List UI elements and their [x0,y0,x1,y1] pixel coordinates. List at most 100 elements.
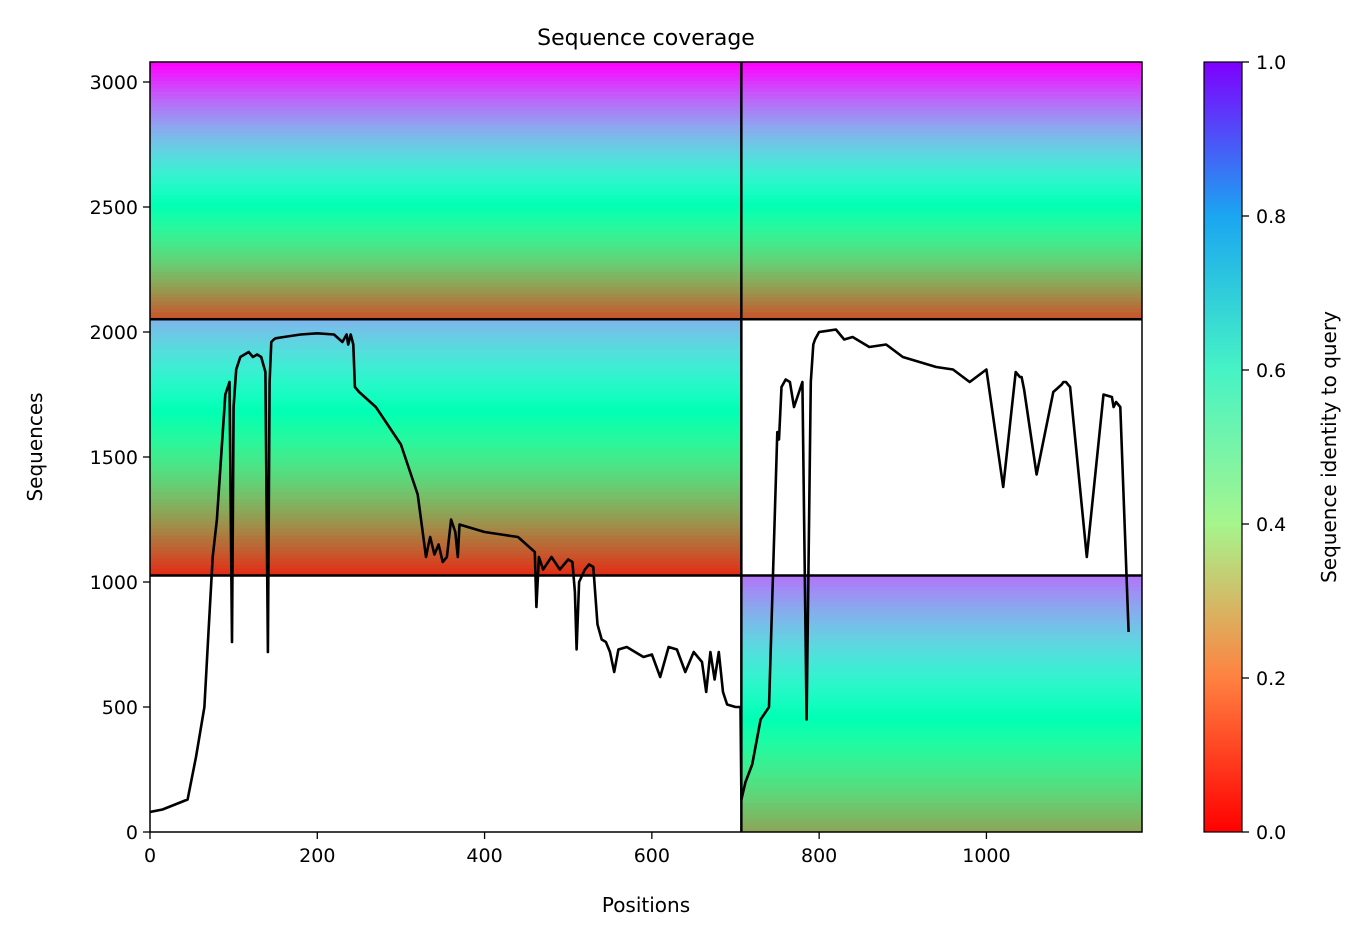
alignment-band [741,164,1142,170]
alignment-band [741,172,1142,177]
alignment-band [150,308,742,313]
alignment-band [741,762,1142,767]
colorbar [1203,61,1243,833]
alignment-band [150,153,742,159]
alignment-band [150,407,742,412]
y-tick-label: 1000 [90,572,138,594]
alignment-band [741,216,1142,221]
alignment-band [741,271,1142,276]
alignment-band [150,454,742,459]
alignment-band [150,370,742,375]
alignment-band [150,194,742,199]
alignment-band [741,139,1142,144]
alignment-band [741,678,1142,683]
alignment-band [150,249,742,254]
alignment-band [150,168,742,173]
alignment-band [741,791,1142,796]
alignment-band [150,267,742,273]
alignment-band [150,62,742,67]
alignment-band [741,648,1142,654]
alignment-band [741,175,1142,181]
alignment-band [150,473,742,478]
alignment-band [150,209,742,214]
alignment-block [741,62,1142,320]
alignment-band [150,289,742,295]
y-tick-label: 2500 [90,197,138,219]
alignment-band [150,87,742,92]
alignment-band [150,322,742,328]
alignment-band [741,652,1142,657]
alignment-band [741,575,1142,580]
alignment-band [741,736,1142,741]
alignment-band [150,183,742,188]
alignment-band [150,377,742,383]
alignment-band [741,582,1142,588]
coverage-line-layer [150,328,1130,814]
alignment-band [741,168,1142,173]
alignment-band [741,205,1142,210]
alignment-band [741,311,1142,317]
alignment-band [741,601,1142,606]
alignment-band [741,784,1142,789]
y-tick-label: 500 [102,697,138,719]
alignment-band [150,392,742,397]
alignment-band [150,348,742,353]
alignment-band [741,751,1142,756]
alignment-band [741,593,1142,599]
alignment-band [741,308,1142,313]
alignment-band [741,267,1142,273]
alignment-band [150,297,742,302]
alignment-band [741,670,1142,676]
alignment-band [150,469,742,474]
alignment-band [150,462,742,467]
alignment-band [150,69,742,74]
alignment-band [741,220,1142,225]
alignment-band [741,146,1142,151]
alignment-band [150,190,742,195]
alignment-band [741,87,1142,92]
alignment-band [150,333,742,339]
alignment-band [150,388,742,394]
alignment-band [741,234,1142,239]
alignment-band [150,256,742,262]
alignment-band [150,458,742,463]
alignment-band [150,553,742,558]
alignment-band [150,150,742,155]
alignment-band [150,513,742,518]
alignment-band [741,766,1142,771]
alignment-band [741,197,1142,203]
alignment-band [150,205,742,210]
alignment-band [150,385,742,390]
alignment-band [150,374,742,379]
alignment-band [150,220,742,225]
alignment-band [150,227,742,232]
alignment-band [150,201,742,206]
alignment-band [741,76,1142,81]
alignment-band [150,131,742,137]
alignment-band [741,689,1142,694]
alignment-band [150,120,742,126]
alignment-band [741,256,1142,262]
alignment-band [741,813,1142,818]
alignment-band [741,106,1142,111]
x-tick-label: 0 [144,845,156,867]
alignment-band [150,245,742,251]
alignment-band [150,355,742,361]
alignment-band [150,300,742,306]
alignment-band [741,718,1142,723]
alignment-band [741,293,1142,298]
alignment-band [150,311,742,317]
alignment-band [150,231,742,236]
alignment-band [150,359,742,364]
alignment-band [150,429,742,434]
alignment-band [741,249,1142,254]
alignment-band [741,142,1142,148]
alignment-band [741,707,1142,712]
alignment-band [150,549,742,555]
alignment-band [150,238,742,243]
alignment-band [741,253,1142,258]
alignment-band [741,758,1142,763]
alignment-band [741,212,1142,217]
alignment-band [150,157,742,162]
alignment-band [741,91,1142,96]
